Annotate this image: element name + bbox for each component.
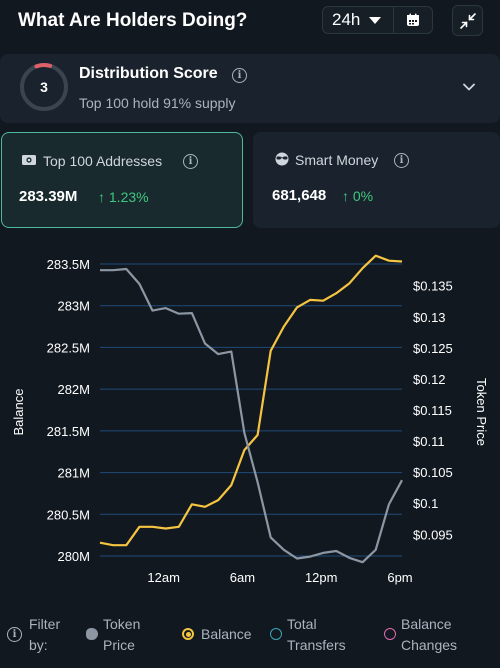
token-price-dot-icon xyxy=(86,628,98,640)
filter-label-line1: Filter xyxy=(29,616,61,632)
holders-chart[interactable]: 283.5M 283M 282.5M 282M 281.5M 281M 280.5M 280M… xyxy=(0,240,500,600)
top-100-value: 283.39M xyxy=(19,188,78,205)
y-left-tick-label: 283M xyxy=(57,299,90,314)
y-left-axis-label: Balance xyxy=(11,389,26,436)
distribution-score-card[interactable]: 3 Distribution Score i Top 100 hold 91% … xyxy=(0,54,500,123)
info-icon[interactable]: i xyxy=(7,627,22,642)
token-price-line xyxy=(100,267,403,564)
legend-balance-changes-line2: Changes xyxy=(401,637,458,653)
y-right-tick-label: $0.135 xyxy=(413,279,453,294)
legend-token-price-line2: Price xyxy=(103,637,135,653)
time-range-select[interactable]: 24h xyxy=(322,6,394,34)
header: What Are Holders Doing? 24h xyxy=(0,0,500,44)
legend-total-transfers-line2: Transfers xyxy=(287,637,346,653)
y-left-tick-label: 281.5M xyxy=(47,424,90,439)
time-range-value: 24h xyxy=(332,10,361,29)
info-icon[interactable]: i xyxy=(232,68,247,83)
y-left-tick-label: 282.5M xyxy=(47,340,90,355)
page-title: What Are Holders Doing? xyxy=(18,10,248,31)
filter-label: Filter by: xyxy=(29,614,60,656)
y-left-tick-label: 283.5M xyxy=(47,257,90,272)
y-right-tick-label: $0.095 xyxy=(413,527,453,542)
total-transfers-dot-icon xyxy=(270,628,282,640)
calendar-icon xyxy=(407,13,419,26)
y-right-tick-label: $0.115 xyxy=(413,403,452,418)
score-ring xyxy=(20,63,68,111)
smart-money-value: 681,648 xyxy=(272,187,327,204)
legend-balance-changes-line1: Balance xyxy=(401,616,452,632)
smart-money-change: ↑ 0% xyxy=(342,188,374,204)
filter-label-line2: by: xyxy=(29,637,48,653)
collapse-icon xyxy=(459,12,476,29)
x-tick-label: 12am xyxy=(147,570,180,585)
top-100-label: Top 100 Addresses xyxy=(43,153,163,169)
y-left-tick-label: 282M xyxy=(57,382,90,397)
smart-money-change-value: 0% xyxy=(352,188,374,204)
smart-money-card[interactable]: Smart Money i 681,648 ↑ 0% xyxy=(253,132,500,228)
chart-filter-legend: i Filter by: Token Price Balance Total T… xyxy=(0,612,500,668)
info-icon[interactable]: i xyxy=(183,154,198,169)
collapse-button[interactable] xyxy=(452,5,483,36)
caret-down-icon xyxy=(369,16,382,24)
calendar-button[interactable] xyxy=(393,6,433,34)
money-icon xyxy=(22,155,36,165)
y-right-tick-label: $0.12 xyxy=(413,372,446,387)
distribution-score-title: Distribution Score xyxy=(79,65,218,82)
y-left-tick-label: 280.5M xyxy=(47,507,90,522)
legend-balance-label: Balance xyxy=(201,626,252,642)
y-left-tick-label: 280M xyxy=(57,549,90,564)
x-tick-label: 12pm xyxy=(305,570,338,585)
y-right-tick-label: $0.125 xyxy=(413,341,453,356)
x-tick-label: 6am xyxy=(230,570,255,585)
info-icon[interactable]: i xyxy=(394,153,409,168)
top-100-addresses-card[interactable]: Top 100 Addresses i 283.39M ↑ 1.23% xyxy=(1,132,243,228)
y-right-axis-label: Token Price xyxy=(474,378,489,446)
distribution-score-value: 3 xyxy=(40,79,48,95)
chevron-down-icon[interactable] xyxy=(463,83,475,91)
legend-token-price-line1: Token xyxy=(103,616,141,632)
y-left-tick-label: 281M xyxy=(57,466,90,481)
y-right-tick-label: $0.13 xyxy=(413,310,446,325)
balance-dot-fill xyxy=(185,631,191,637)
holders-line-chart[interactable]: 283.5M 283M 282.5M 282M 281.5M 281M 280.5M 280M… xyxy=(0,240,500,600)
y-right-tick-label: $0.1 xyxy=(413,496,438,511)
distribution-score-subtitle: Top 100 hold 91% supply xyxy=(79,95,236,111)
y-right-tick-label: $0.105 xyxy=(413,465,453,480)
x-tick-label: 6pm xyxy=(387,570,412,585)
y-right-tick-label: $0.11 xyxy=(413,434,445,449)
balance-changes-dot-icon xyxy=(384,628,396,640)
smart-money-label: Smart Money xyxy=(295,152,379,168)
balance-line xyxy=(99,254,403,547)
top-100-change: ↑ 1.23% xyxy=(98,189,149,205)
legend-total-transfers-line1: Total xyxy=(287,616,317,632)
top-100-change-value: 1.23% xyxy=(108,189,149,205)
sunglasses-icon xyxy=(275,152,289,166)
